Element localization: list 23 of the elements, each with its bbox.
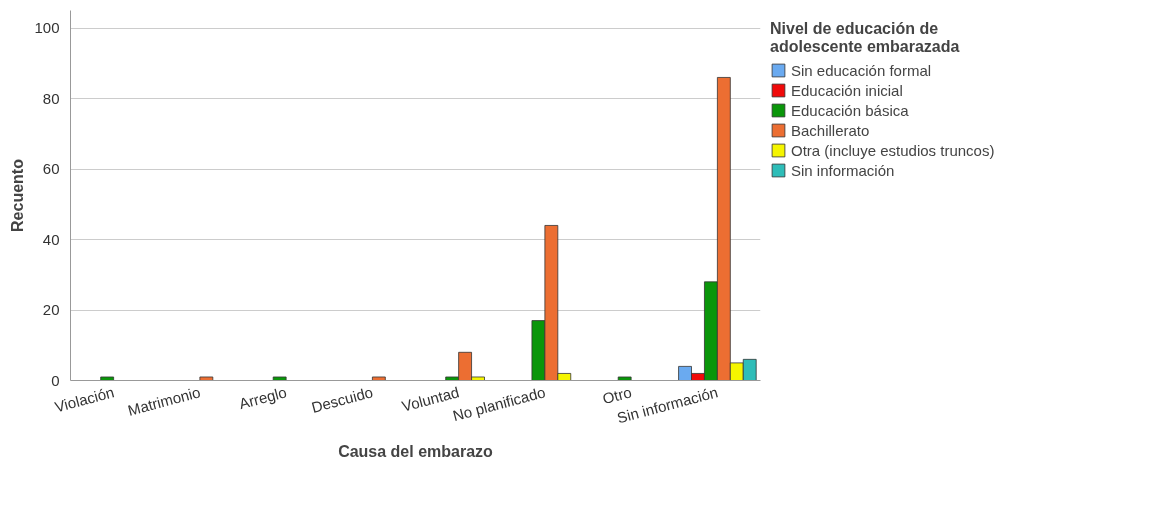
bar: [371, 376, 386, 381]
legend-label: Otra (incluye estudios truncos): [791, 141, 995, 159]
legend-label: Educación inicial: [791, 81, 903, 99]
x-tick-label: Otro: [600, 383, 634, 408]
legend-label: Educación básica: [791, 101, 909, 119]
legend-label: Sin información: [791, 161, 895, 179]
y-tick-label: 20: [42, 301, 60, 319]
y-tick-label: 60: [42, 160, 60, 178]
bar: [617, 376, 632, 381]
x-tick-label: Descuido: [309, 383, 375, 416]
bar: [272, 376, 287, 381]
x-tick-label: Arreglo: [237, 383, 289, 413]
x-axis-title: Causa del embarazo: [338, 442, 494, 460]
legend-label: Bachillerato: [791, 121, 870, 139]
y-axis-title: Recuento: [9, 158, 27, 232]
y-tick-label: 80: [42, 89, 60, 107]
y-tick-label: 40: [42, 230, 60, 248]
bar: [199, 376, 214, 381]
legend-label: Sin educación formal: [791, 61, 932, 79]
legend-title: Nivel de educación de adolescente embarazada: [770, 20, 961, 56]
y-tick-label: 100: [34, 19, 60, 37]
bar: [100, 376, 115, 381]
y-tick-label: 0: [51, 371, 60, 389]
